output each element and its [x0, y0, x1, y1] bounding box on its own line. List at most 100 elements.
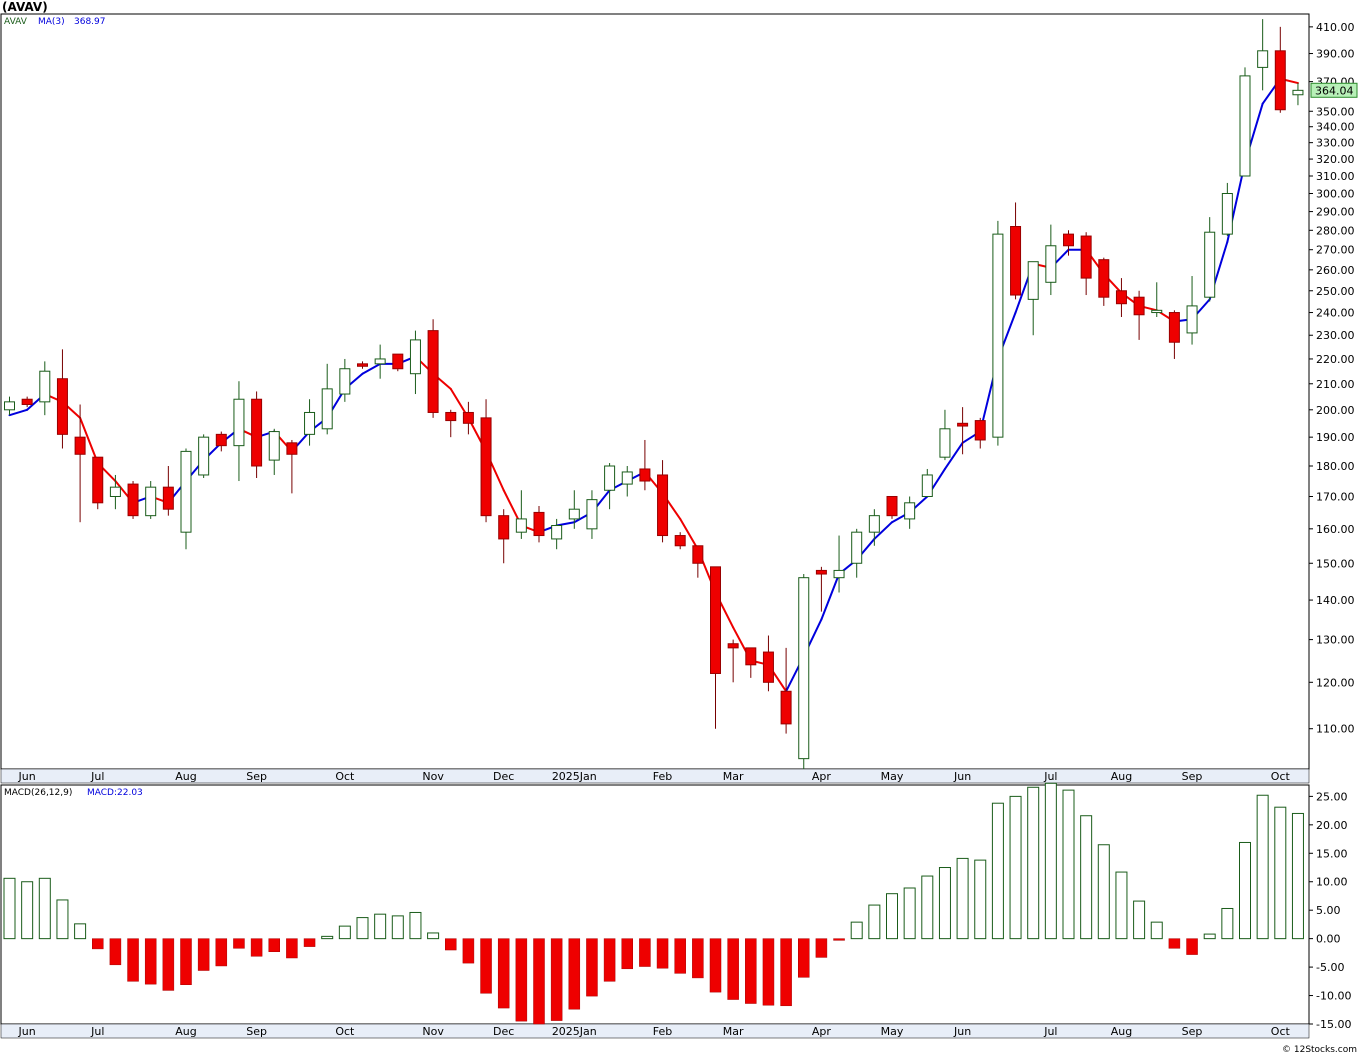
macd-bar-negative [303, 938, 316, 947]
price-tick-label: 140.00 [1316, 594, 1355, 607]
macd-bar-positive [1133, 900, 1146, 940]
macd-xaxis-label: May [881, 1025, 904, 1038]
macd-bar-negative [692, 938, 704, 979]
macd-tick-label: 5.00 [1316, 904, 1341, 917]
candle-body-down [251, 398, 263, 467]
candle-body-up [1186, 305, 1198, 334]
price-tick-label: 390.00 [1316, 48, 1355, 61]
macd-panel-frame [0, 784, 1310, 1025]
macd-bar-positive [868, 904, 881, 940]
macd-tick-label: 20.00 [1316, 819, 1348, 832]
candle-body-up [109, 486, 121, 497]
candle-body-up [1045, 245, 1057, 283]
price-tick-label: 290.00 [1316, 206, 1355, 219]
candle-body-down [1010, 226, 1022, 296]
candle-body-down [392, 353, 404, 370]
candle-body-down [92, 456, 104, 504]
candle-body-down [780, 690, 792, 725]
macd-bar-negative [709, 938, 722, 993]
macd-bar-negative [656, 938, 669, 969]
candle-body-down [974, 420, 986, 441]
macd-bar-positive [427, 932, 440, 940]
price-xaxis-label: Sep [246, 770, 267, 783]
chart-frames [0, 13, 1310, 1039]
candle-body-down [692, 545, 704, 564]
macd-xaxis-label: Aug [1111, 1025, 1132, 1038]
macd-bar-positive [956, 857, 969, 940]
macd-bar-negative [674, 938, 686, 974]
candle-body-down [162, 486, 174, 510]
macd-xaxis-label: Oct [1271, 1025, 1291, 1038]
macd-tick-label: 0.00 [1316, 933, 1341, 946]
candles [4, 19, 1304, 769]
macd-bar-positive [1027, 786, 1040, 940]
price-xaxis-label: Dec [493, 770, 514, 783]
macd-bar-negative [180, 938, 192, 985]
macd-bar-positive [1239, 841, 1251, 940]
macd-xaxis-label: Sep [1182, 1025, 1203, 1038]
macd-bar-positive [21, 881, 34, 940]
macd-bar-negative [215, 938, 228, 967]
candle-body-up [39, 370, 51, 403]
macd-bar-negative [568, 938, 581, 1010]
candle-body-up [833, 569, 845, 579]
candle-body-down [1080, 235, 1092, 279]
candle-body-up [409, 339, 421, 375]
price-tick-label: 280.00 [1316, 224, 1355, 237]
macd-bar-positive [1203, 933, 1216, 940]
price-xaxis-label: Jun [953, 770, 971, 783]
candle-body-down [1274, 50, 1286, 111]
candle-body-down [357, 363, 368, 367]
macd-tick-label: 25.00 [1316, 790, 1348, 803]
macd-bar-positive [1009, 795, 1022, 940]
macd-bar-negative [621, 938, 633, 970]
candle-body-up [604, 465, 616, 491]
macd-bar-negative [92, 938, 104, 950]
candle-body-down [674, 535, 686, 547]
candle-body-up [339, 368, 351, 395]
candle-body-up [1204, 231, 1216, 298]
price-tick-label: 230.00 [1316, 329, 1355, 342]
macd-bar-positive [56, 899, 69, 940]
macd-bar-positive [1221, 907, 1234, 940]
candle-body-up [198, 436, 210, 476]
macd-bar-negative [268, 938, 280, 952]
candle-body-up [268, 431, 280, 461]
macd-bar-positive [409, 911, 422, 940]
macd-bar-positive [3, 877, 16, 940]
macd-bar-positive [38, 877, 51, 940]
price-tick-label: 340.00 [1316, 121, 1355, 134]
macd-bar-positive [338, 925, 351, 940]
last-price-box [1310, 82, 1358, 98]
price-tick-label: 120.00 [1316, 676, 1355, 689]
macd-bar-positive [1150, 921, 1163, 940]
price-tick-label: 410.00 [1316, 21, 1355, 34]
price-legend-indicator: MA(3) [38, 17, 65, 27]
macd-bar-negative [745, 938, 757, 1004]
symbol-title: (AVAV) [2, 0, 48, 14]
macd-bar-positive [1256, 794, 1269, 940]
candle-body-down [74, 436, 86, 455]
macd-bar-positive [1274, 806, 1287, 940]
price-tick-label: 260.00 [1316, 264, 1355, 277]
ma-segment [555, 521, 576, 527]
candle-body-up [1221, 192, 1233, 235]
macd-bar-negative [639, 938, 651, 967]
price-xaxis-label: Mar [723, 770, 744, 783]
macd-tick-label: -5.00 [1316, 961, 1344, 974]
macd-bar-positive [921, 875, 934, 940]
candle-body-down [445, 411, 457, 422]
price-tick-label: 150.00 [1316, 557, 1355, 570]
macd-xaxis-label: Feb [653, 1025, 672, 1038]
candle-body-up [321, 388, 333, 430]
candle-body-up [145, 486, 157, 517]
macd-xaxis-label: Jul [90, 1025, 104, 1038]
candle-body-up [851, 531, 863, 564]
macd-xaxis-label: Sep [246, 1025, 267, 1038]
macd-bar-negative [762, 938, 775, 1006]
price-tick-label: 130.00 [1316, 634, 1355, 647]
macd-bar-positive [1062, 789, 1075, 940]
macd-xaxis-label: Apr [812, 1025, 832, 1038]
candle-body-down [215, 433, 227, 447]
macd-bar-negative [497, 938, 510, 1009]
